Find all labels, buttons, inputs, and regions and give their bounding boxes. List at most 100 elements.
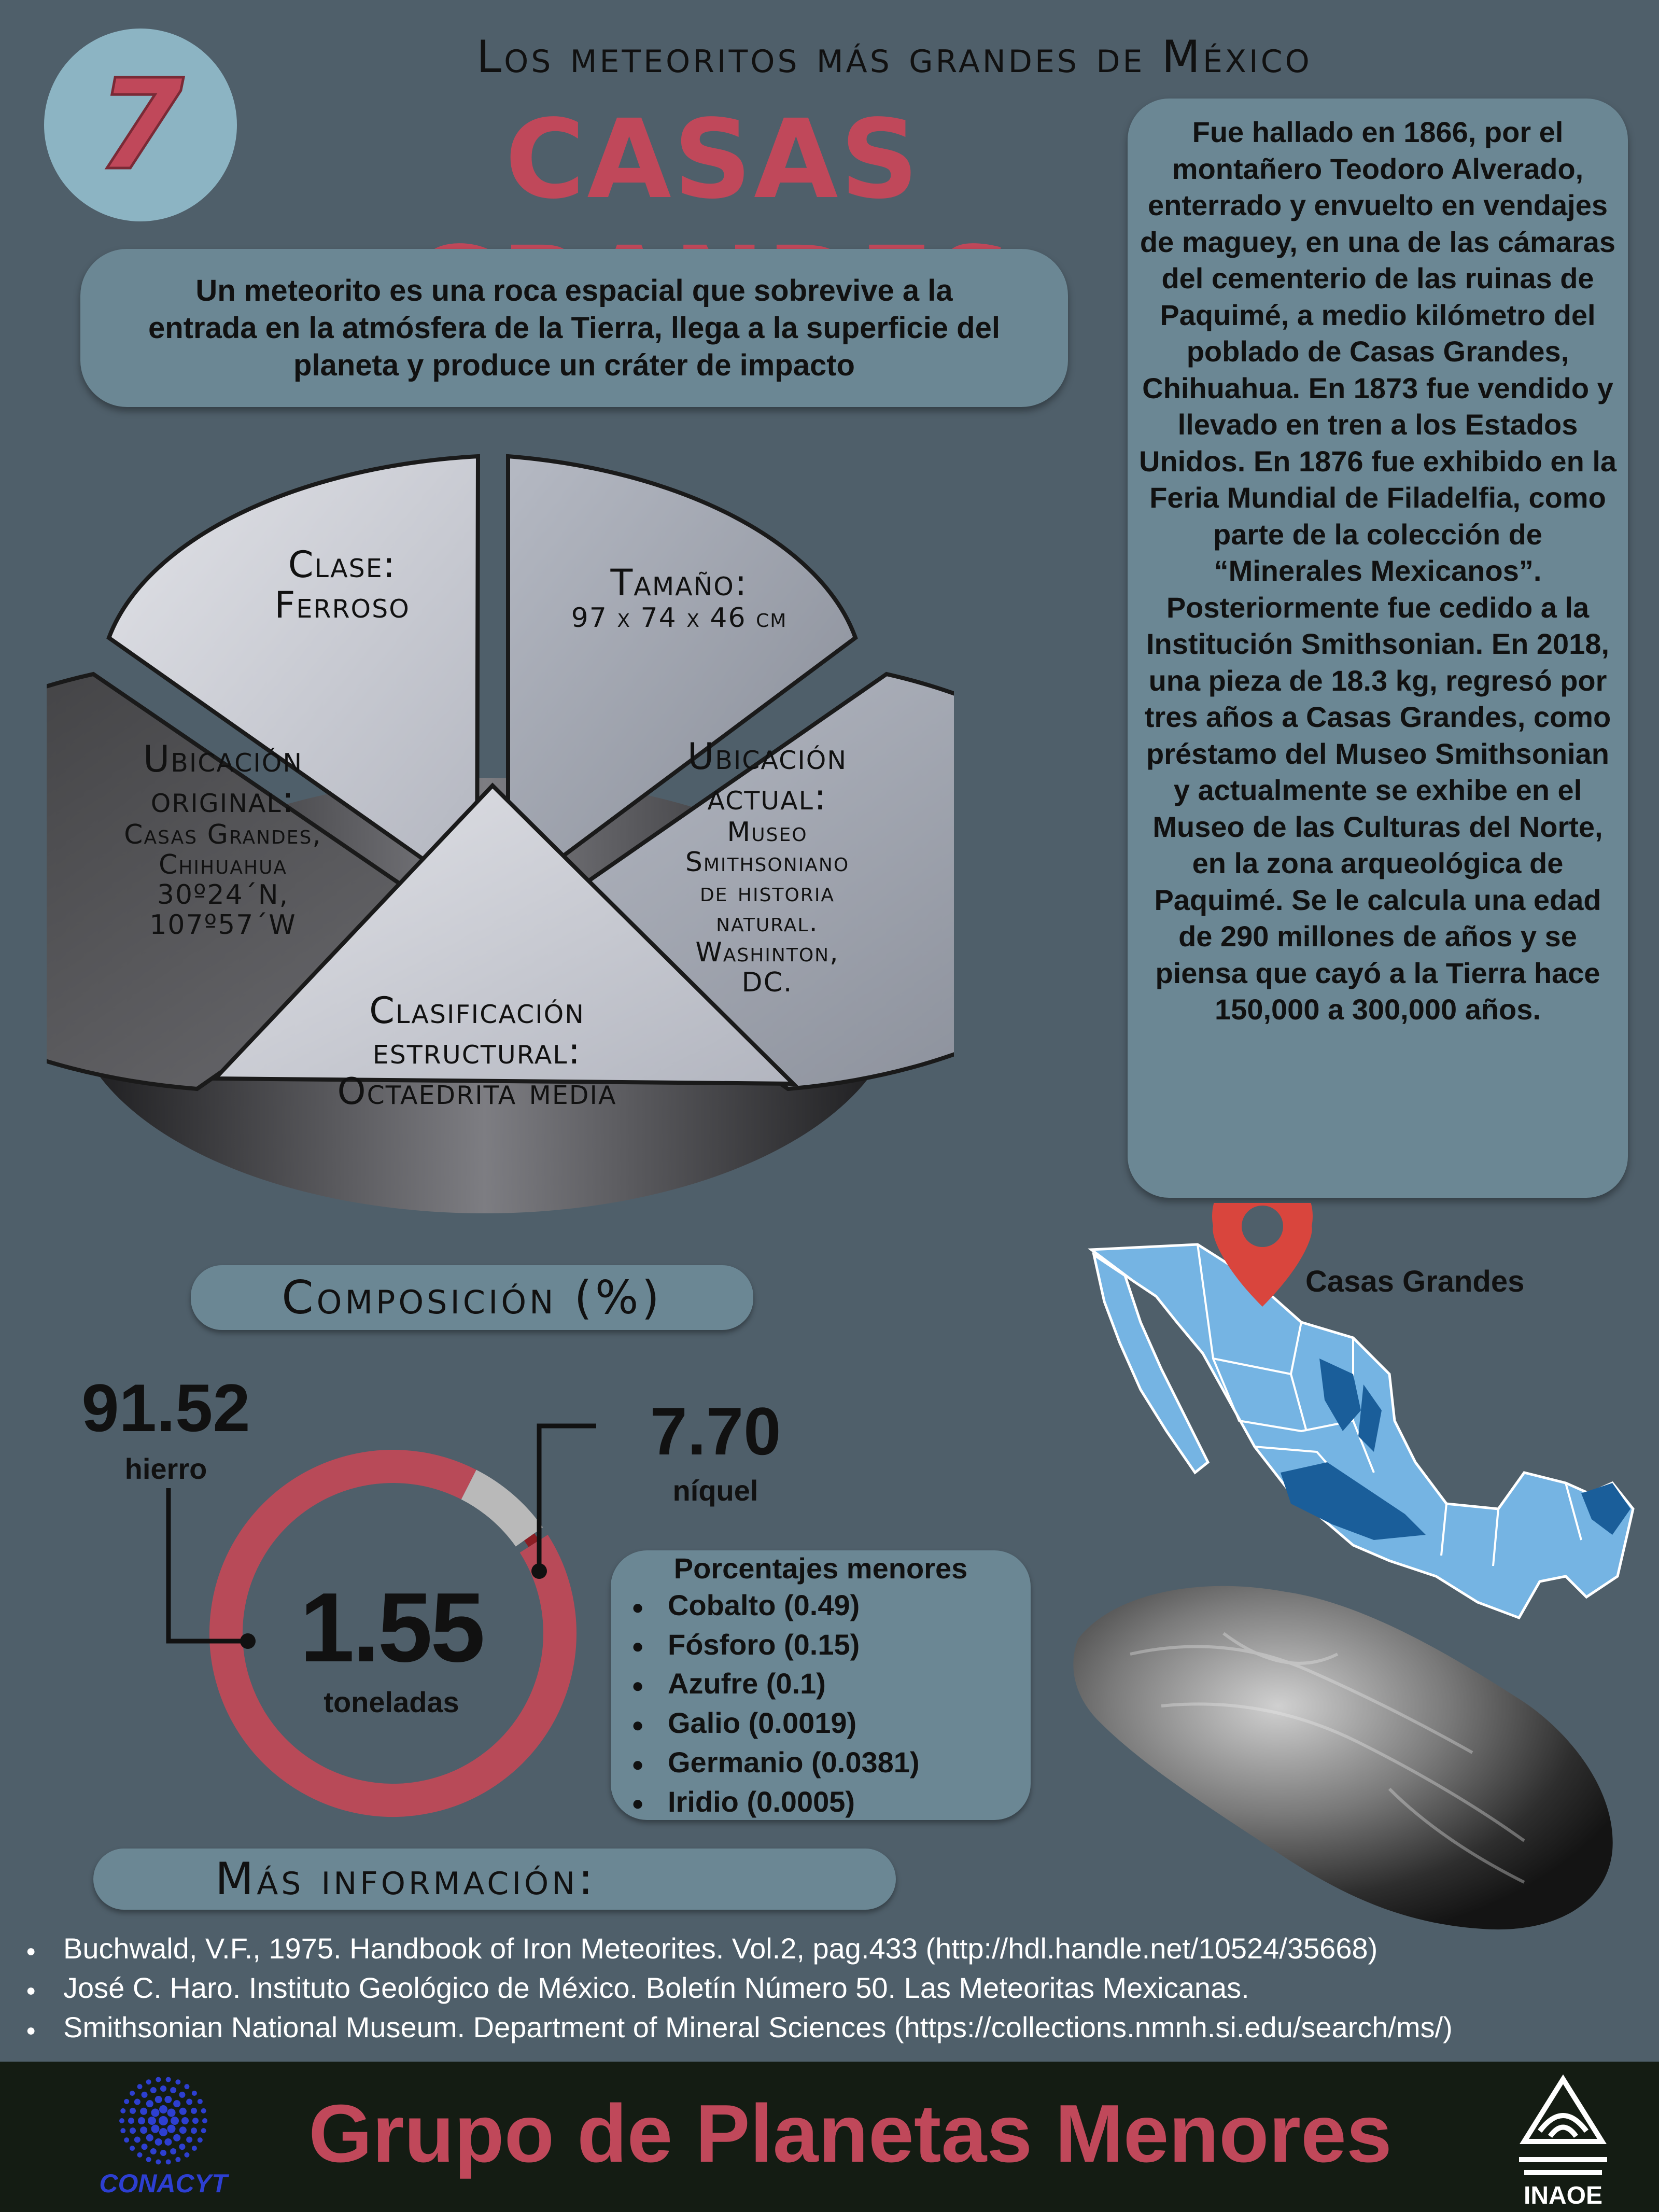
conacyt-dot: [120, 2128, 126, 2134]
conacyt-dot: [154, 2096, 162, 2104]
state-border: [1565, 1482, 1582, 1541]
conacyt-dot: [165, 2077, 171, 2082]
minor-percentages-title: Porcentajes menores: [673, 1552, 968, 1585]
conacyt-dot: [134, 2136, 140, 2143]
niquel-connector-dot: [531, 1563, 547, 1579]
conacyt-dot: [128, 2118, 134, 2124]
minor-item: Iridio (0.0005): [631, 1783, 920, 1823]
conacyt-dot: [159, 2116, 168, 2125]
ubicacion-actual-line-6: DC.: [741, 967, 793, 998]
niquel-value: 7.70: [650, 1393, 781, 1469]
minor-item: Germanio (0.0381): [631, 1744, 920, 1783]
conacyt-dot: [167, 2124, 176, 2133]
conacyt-dot: [202, 2118, 207, 2123]
minor-item: Galio (0.0019): [631, 1704, 920, 1744]
conacyt-dot: [201, 2108, 206, 2113]
conacyt-dot: [146, 2079, 151, 2085]
conacyt-dot: [151, 2108, 160, 2117]
conacyt-dot: [140, 2126, 148, 2134]
conacyt-dot: [201, 2128, 206, 2134]
inaoe-logo-text: INAOE: [1524, 2182, 1602, 2209]
meteorite-texture: [1130, 1632, 1525, 1884]
casas-grandes-map-label: Casas Grandes: [1305, 1265, 1525, 1298]
conacyt-dot: [165, 2159, 171, 2165]
conacyt-logo: CONACYT: [99, 2077, 230, 2198]
conacyt-dot: [173, 2100, 181, 2108]
conacyt-dot: [130, 2127, 136, 2134]
conacyt-dot: [190, 2107, 197, 2114]
conacyt-dot: [186, 2136, 193, 2143]
ubicacion-actual-line-5: Washinton,: [695, 937, 839, 968]
footer-title: Grupo de Planetas Menores: [308, 2088, 1392, 2179]
conacyt-dot: [160, 2150, 166, 2156]
tamano-value: 97 x 74 x 46 cm: [571, 603, 788, 634]
hierro-label: hierro: [124, 1452, 207, 1485]
conacyt-dots-icon: [119, 2077, 207, 2165]
ubicacion-actual-line-1: Museo: [727, 817, 808, 848]
highlight-state-nuevo-leon: [1358, 1384, 1382, 1452]
highlight-state-coahuila: [1319, 1359, 1361, 1431]
conacyt-dot: [179, 2107, 187, 2115]
minor-item: Azufre (0.1): [631, 1665, 920, 1704]
properties-pie: [47, 454, 954, 1213]
minor-item: Fósforo (0.15): [631, 1626, 920, 1665]
conacyt-dot: [146, 2157, 151, 2162]
more-info-header: Más información:: [93, 1849, 896, 1910]
donut-hole: [243, 1483, 543, 1784]
highlight-state-yucatan: [1581, 1483, 1630, 1535]
conacyt-dot: [184, 2084, 190, 2090]
clasificacion-heading-1: Clasificación: [369, 989, 585, 1032]
conacyt-dot: [146, 2134, 153, 2141]
donut-slice-hierro: [209, 1450, 577, 1817]
total-value: 1.55: [300, 1573, 485, 1683]
conacyt-dot: [184, 2152, 190, 2158]
clase-value: Ferroso: [274, 584, 410, 626]
history-box: Fue hallado en 1866, por el montañero Te…: [1128, 99, 1628, 1198]
page-subtitle: Los meteoritos más grandes de México: [476, 31, 1312, 83]
composition-donut: [166, 1423, 596, 1817]
conacyt-dot: [175, 2079, 181, 2085]
pie-label-clase: Clase: Ferroso: [228, 544, 456, 625]
conacyt-logo-text: CONACYT: [99, 2169, 230, 2198]
conacyt-dot: [192, 2118, 199, 2124]
conacyt-dot: [160, 2085, 166, 2092]
conacyt-dot: [120, 2108, 126, 2113]
minor-percentages-box: Porcentajes menores Cobalto (0.49) Fósfo…: [611, 1550, 1031, 1820]
hierro-connector-dot: [240, 1633, 256, 1649]
conacyt-dot: [141, 2091, 148, 2098]
reference-item: José C. Haro. Instituto Geológico de Méx…: [26, 1969, 1453, 2009]
conacyt-dot: [119, 2118, 124, 2123]
ubicacion-actual-line-4: natural.: [716, 907, 819, 938]
ubicacion-original-line-4: 107º57´W: [149, 909, 297, 941]
conacyt-dot: [197, 2098, 203, 2104]
clasificacion-heading-2: estructural:: [372, 1030, 582, 1072]
conacyt-dot: [191, 2146, 197, 2151]
location-pin-center: [1242, 1206, 1283, 1247]
conacyt-dot: [175, 2157, 181, 2162]
ubicacion-original-line-1: Casas Grandes,: [124, 819, 322, 850]
conacyt-dot: [179, 2091, 186, 2098]
pie-label-ubicacion-actual: Ubicación actual: Museo Smithsoniano de …: [638, 736, 897, 998]
conacyt-dot: [186, 2098, 193, 2105]
conacyt-dot: [167, 2108, 176, 2117]
hierro-value: 91.52: [81, 1370, 250, 1446]
more-info-heading: Más información:: [215, 1853, 597, 1905]
references-list: Buchwald, V.F., 1975. Handbook of Iron M…: [26, 1930, 1453, 2049]
footer-bar: [0, 2062, 1659, 2212]
conacyt-dot: [140, 2107, 148, 2115]
pie-label-ubicacion-original: Ubicación original: Casas Grandes, Chihu…: [67, 739, 378, 940]
conacyt-dot: [190, 2127, 197, 2134]
pie-slice-clasificacion: [210, 782, 798, 1086]
conacyt-dot: [146, 2100, 153, 2108]
tamano-heading: Tamaño:: [610, 562, 748, 604]
conacyt-dot: [156, 2077, 161, 2082]
highlight-state-central: [1281, 1462, 1426, 1540]
conacyt-dot: [179, 2126, 187, 2134]
conacyt-dot: [164, 2138, 172, 2146]
conacyt-dot: [134, 2098, 140, 2105]
mexico-map: [1087, 1203, 1635, 1620]
number-badge-text: 7: [96, 51, 185, 199]
pie-label-tamano: Tamaño: 97 x 74 x 46 cm: [524, 563, 835, 633]
ubicacion-actual-heading-1: Ubicación: [687, 735, 848, 778]
